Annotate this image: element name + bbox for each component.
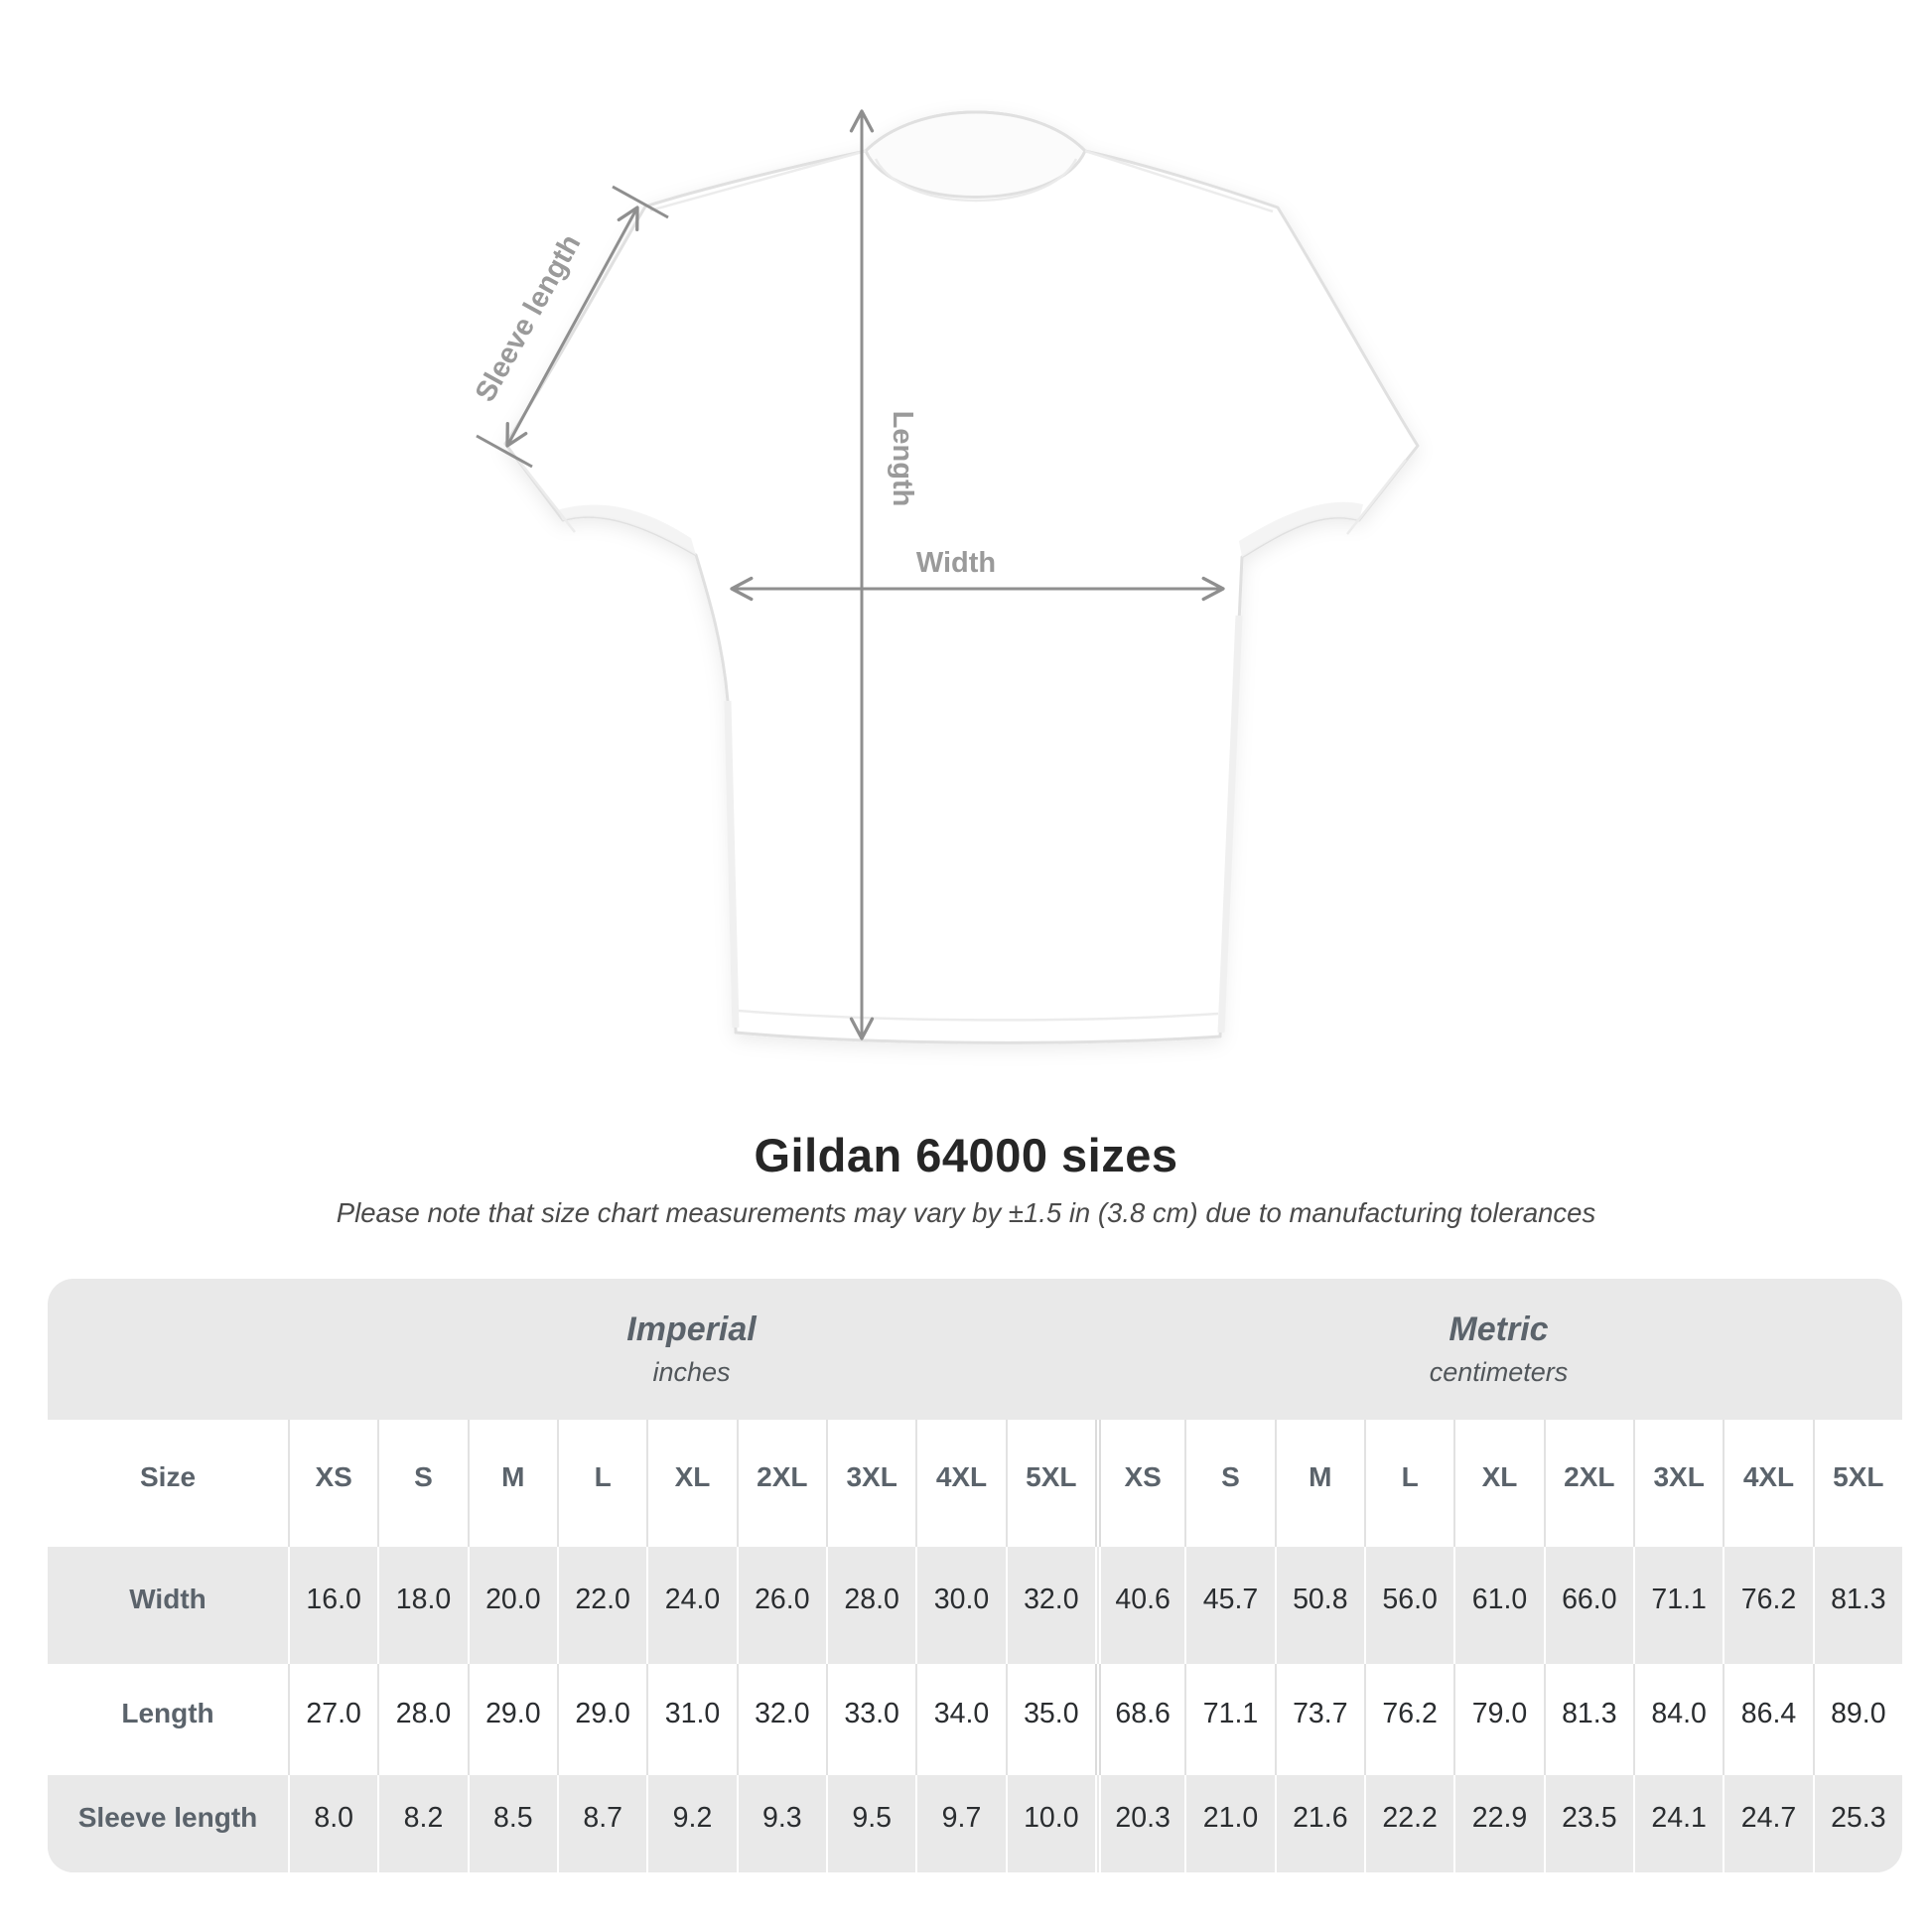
value-cell: 33.0 [826,1664,915,1775]
size-col-header: XS [1095,1420,1184,1547]
value-cell: 30.0 [915,1547,1005,1664]
size-col-header: M [467,1420,557,1547]
value-cell: 31.0 [646,1664,736,1775]
metric-heading: Metric [1449,1311,1549,1348]
value-cell: 66.0 [1543,1547,1633,1664]
size-col-header: 5XL [1812,1420,1902,1547]
sleeve-length-line [505,206,639,448]
table-header-row: Imperial inches Metric centimeters [48,1279,1902,1420]
size-col-header: XL [646,1420,736,1547]
value-cell: 25.3 [1812,1775,1902,1872]
value-cell: 89.0 [1812,1664,1902,1775]
value-cell: 68.6 [1095,1664,1184,1775]
value-cell: 22.2 [1364,1775,1453,1872]
imperial-heading: Imperial [626,1311,757,1348]
table-row: Sleeve length 8.0 8.2 8.5 8.7 9.2 9.3 9.5 9.7 10.… [48,1775,1902,1872]
value-cell: 24.7 [1723,1775,1812,1872]
value-cell: 84.0 [1633,1664,1723,1775]
value-cell: 8.5 [467,1775,557,1872]
value-cell: 22.9 [1453,1775,1543,1872]
value-cell: 24.0 [646,1547,736,1664]
tshirt-diagram: Sleeve length Length Width [470,109,1420,1044]
metric-group-header: Metric centimeters [1095,1279,1902,1420]
row-label: Width [129,1584,207,1614]
value-cell: 26.0 [736,1547,826,1664]
size-table: Imperial inches Metric centimeters Size X… [48,1279,1902,1872]
width-label: Width [916,547,996,579]
value-cell: 9.7 [915,1775,1005,1872]
value-cell: 8.7 [557,1775,646,1872]
size-col-header: S [377,1420,467,1547]
size-col-header: XS [288,1420,377,1547]
value-cell: 76.2 [1364,1664,1453,1775]
sleeve-cap-bottom [476,434,533,469]
imperial-unit: inches [652,1357,731,1387]
value-cell: 29.0 [467,1664,557,1775]
value-cell: 20.3 [1095,1775,1184,1872]
size-col-header: L [1364,1420,1453,1547]
value-cell: 81.3 [1543,1664,1633,1775]
size-col-header: 5XL [1005,1420,1095,1547]
value-cell: 21.6 [1274,1775,1364,1872]
value-cell: 28.0 [826,1547,915,1664]
value-cell: 18.0 [377,1547,467,1664]
size-header-row: Size XS S M L XL 2XL 3XL 4XL 5XL XS S M L XL 2XL 3XL 4XL 5… [48,1420,1902,1547]
size-col-header: 2XL [736,1420,826,1547]
value-cell: 22.0 [557,1547,646,1664]
imperial-group-header: Imperial inches [288,1279,1095,1420]
value-cell: 8.0 [288,1775,377,1872]
value-cell: 24.1 [1633,1775,1723,1872]
value-cell: 9.3 [736,1775,826,1872]
size-col-header: S [1184,1420,1274,1547]
value-cell: 32.0 [1005,1547,1095,1664]
value-cell: 27.0 [288,1664,377,1775]
value-cell: 32.0 [736,1664,826,1775]
value-cell: 50.8 [1274,1547,1364,1664]
value-cell: 79.0 [1453,1664,1543,1775]
size-col-header: 4XL [1723,1420,1812,1547]
value-cell: 86.4 [1723,1664,1812,1775]
size-col-header: M [1274,1420,1364,1547]
value-cell: 29.0 [557,1664,646,1775]
row-label: Sleeve length [77,1802,258,1833]
value-cell: 28.0 [377,1664,467,1775]
value-cell: 21.0 [1184,1775,1274,1872]
value-cell: 61.0 [1453,1547,1543,1664]
sleeve-cap-top [612,185,669,219]
header-spacer [48,1279,288,1420]
value-cell: 23.5 [1543,1775,1633,1872]
size-col-header: 4XL [915,1420,1005,1547]
value-cell: 9.5 [826,1775,915,1872]
table-row: Length 27.0 28.0 29.0 29.0 31.0 32.0 33.0 34.0 35… [48,1664,1902,1775]
row-label: Length [121,1698,214,1728]
metric-unit: centimeters [1429,1357,1569,1387]
value-cell: 45.7 [1184,1547,1274,1664]
tolerance-note: Please note that size chart measurements… [336,1197,1596,1228]
value-cell: 20.0 [467,1547,557,1664]
value-cell: 9.2 [646,1775,736,1872]
value-cell: 34.0 [915,1664,1005,1775]
value-cell: 8.2 [377,1775,467,1872]
page-title: Gildan 64000 sizes [754,1129,1178,1181]
value-cell: 40.6 [1095,1547,1184,1664]
value-cell: 73.7 [1274,1664,1364,1775]
value-cell: 56.0 [1364,1547,1453,1664]
value-cell: 16.0 [288,1547,377,1664]
size-col-header: 2XL [1543,1420,1633,1547]
size-row-label: Size [139,1461,197,1492]
value-cell: 76.2 [1723,1547,1812,1664]
size-col-header: 3XL [826,1420,915,1547]
table-row: Width 16.0 18.0 20.0 22.0 24.0 26.0 28.0 30.0 32.… [48,1547,1902,1664]
length-label: Length [887,411,918,507]
size-col-header: 3XL [1633,1420,1723,1547]
measurement-lines [476,109,1225,1040]
size-col-header: XL [1453,1420,1543,1547]
size-col-header: L [557,1420,646,1547]
value-cell: 35.0 [1005,1664,1095,1775]
value-cell: 71.1 [1184,1664,1274,1775]
value-cell: 10.0 [1005,1775,1095,1872]
value-cell: 81.3 [1812,1547,1902,1664]
value-cell: 71.1 [1633,1547,1723,1664]
